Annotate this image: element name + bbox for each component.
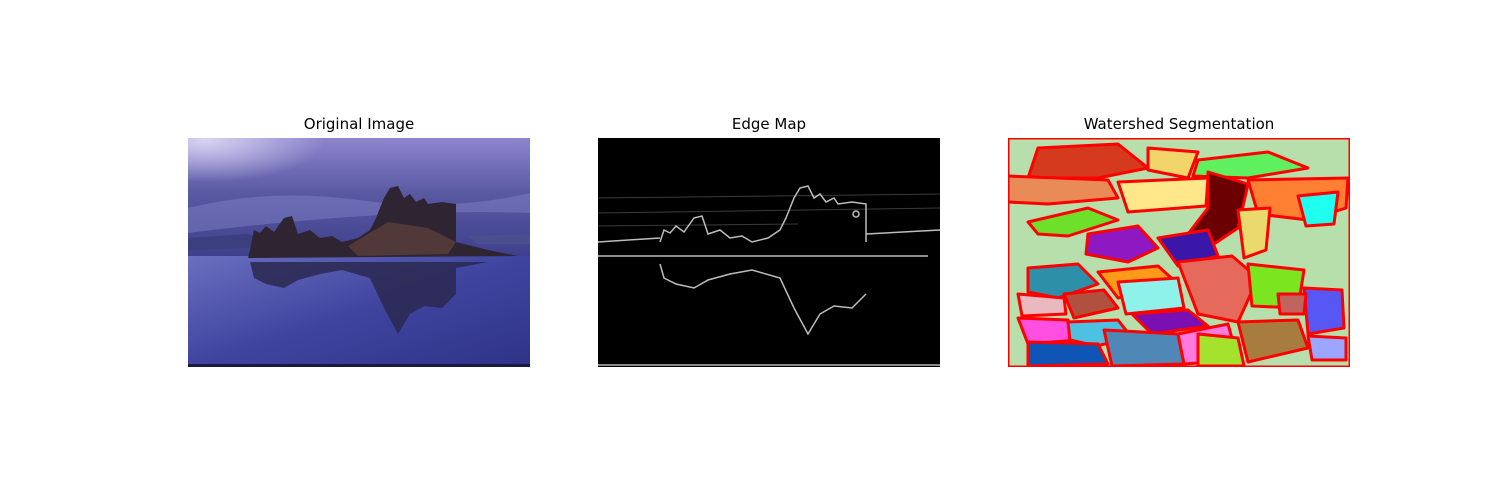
panel-title-original: Original Image	[188, 114, 530, 134]
original-photo	[188, 138, 530, 367]
panel-title-edge-map: Edge Map	[598, 114, 940, 134]
original-image	[188, 138, 530, 367]
watershed-image	[1008, 138, 1350, 367]
edge-map-image	[598, 138, 940, 367]
panel-title-watershed: Watershed Segmentation	[1008, 114, 1350, 134]
watershed-segmentation-graphic	[1008, 138, 1350, 367]
edge-map-graphic	[598, 138, 940, 367]
